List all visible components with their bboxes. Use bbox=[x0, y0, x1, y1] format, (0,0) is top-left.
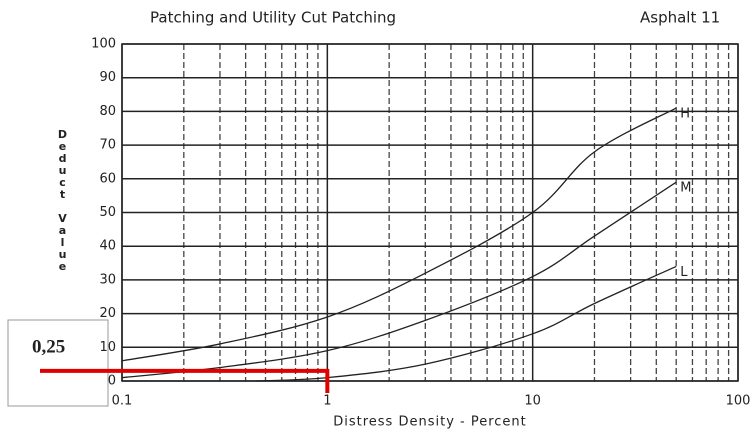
chart-subtitle: Asphalt 11 bbox=[640, 9, 720, 27]
x-axis-label: Distress Density - Percent bbox=[333, 415, 527, 430]
y-tick-label: 80 bbox=[99, 104, 116, 119]
curve-label: M bbox=[680, 181, 691, 196]
y-tick-label: 0 bbox=[108, 374, 116, 389]
y-tick-label: 50 bbox=[99, 205, 116, 220]
y-tick-label: 90 bbox=[99, 70, 116, 85]
curve bbox=[256, 265, 677, 382]
curve-label: H bbox=[680, 107, 690, 122]
curve bbox=[121, 181, 677, 379]
y-axis-label: Deduct Value bbox=[56, 128, 69, 272]
y-tick-label: 60 bbox=[99, 171, 116, 186]
curve bbox=[121, 107, 677, 362]
y-tick-label: 70 bbox=[99, 138, 116, 153]
curve-label: L bbox=[680, 265, 688, 280]
y-tick-label: 20 bbox=[99, 306, 116, 321]
x-tick-label: 100 bbox=[726, 394, 751, 409]
y-tick-label: 100 bbox=[91, 37, 116, 52]
x-tick-label: 1 bbox=[323, 394, 331, 409]
annotation-box bbox=[7, 319, 109, 407]
y-tick-label: 40 bbox=[99, 239, 116, 254]
annotation-line bbox=[40, 368, 330, 393]
annotation-label: 0,25 bbox=[32, 336, 65, 357]
x-tick-label: 0.1 bbox=[112, 394, 133, 409]
x-tick-label: 10 bbox=[524, 394, 541, 409]
plot-frame bbox=[121, 43, 739, 382]
chart-title: Patching and Utility Cut Patching bbox=[150, 9, 396, 27]
y-tick-label: 30 bbox=[99, 272, 116, 287]
